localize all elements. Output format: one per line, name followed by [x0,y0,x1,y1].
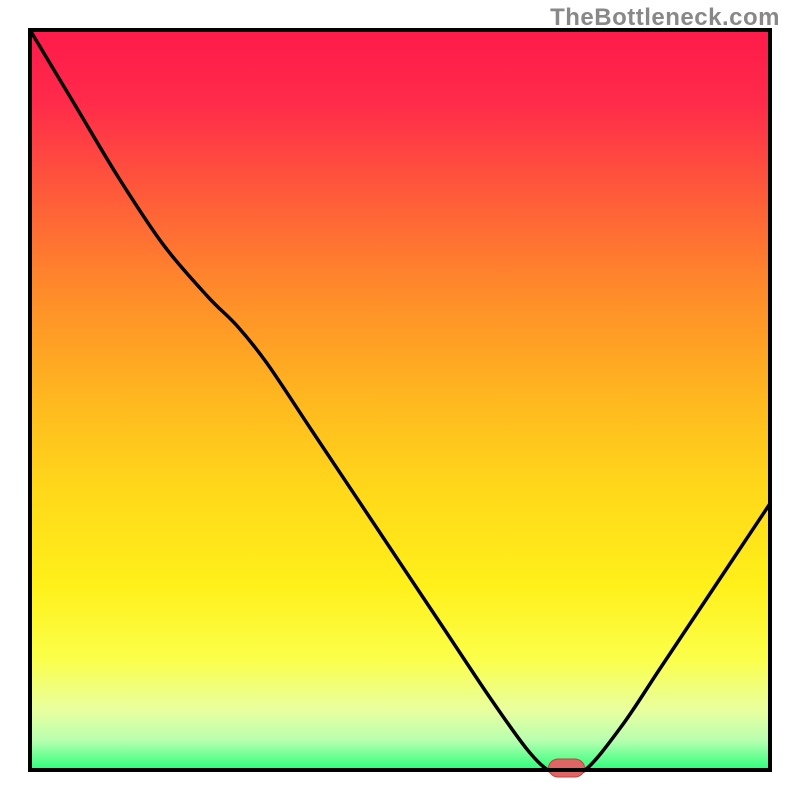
bottleneck-chart [0,0,800,800]
chart-background [30,30,770,770]
chart-container: TheBottleneck.com [0,0,800,800]
watermark-text: TheBottleneck.com [550,4,780,32]
